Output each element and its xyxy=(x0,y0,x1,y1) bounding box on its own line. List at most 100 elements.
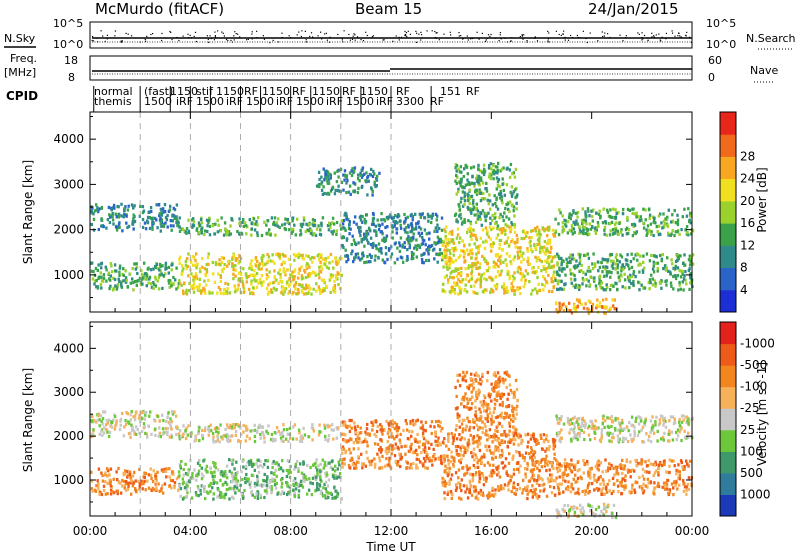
power-cell xyxy=(471,174,474,178)
power-cell xyxy=(284,287,288,291)
power-cell xyxy=(294,282,297,286)
nsky-point xyxy=(362,40,365,42)
power-cell xyxy=(294,281,298,285)
power-cell xyxy=(198,277,201,281)
velocity-cell xyxy=(102,488,106,493)
velocity-cell xyxy=(97,414,100,418)
velocity-cell xyxy=(97,482,100,486)
velocity-cell xyxy=(197,469,201,473)
power-cell xyxy=(604,267,607,271)
power-cell xyxy=(239,291,243,295)
nsky-point xyxy=(189,34,191,36)
nsky-point xyxy=(641,37,643,39)
power-cell xyxy=(547,261,550,265)
power-cell xyxy=(456,227,460,231)
power-cell xyxy=(329,176,332,180)
power-cell xyxy=(329,252,333,257)
velocity-cell xyxy=(379,450,383,454)
velocity-cell xyxy=(249,480,252,485)
power-cell xyxy=(569,260,572,264)
power-cell xyxy=(687,258,691,262)
nsky-point xyxy=(223,35,225,37)
power-cell xyxy=(345,260,348,264)
power-cell xyxy=(571,272,575,276)
power-cell xyxy=(584,253,587,257)
velocity-cell xyxy=(543,440,546,444)
velocity-cell xyxy=(173,481,177,485)
velocity-cell xyxy=(532,473,536,477)
power-cell xyxy=(569,277,573,281)
power-cell xyxy=(558,273,561,278)
power-cell xyxy=(603,305,607,309)
velocity-cell xyxy=(200,466,203,470)
power-colorbar-swatch xyxy=(720,267,736,291)
cpid-row1-6: 1150 xyxy=(262,85,290,98)
velocity-cell xyxy=(355,431,358,435)
power-cell xyxy=(575,265,578,269)
power-cell xyxy=(494,165,498,169)
power-cell xyxy=(473,181,476,186)
power-cell xyxy=(495,287,498,291)
power-cell xyxy=(512,258,515,262)
velocity-cell xyxy=(435,420,438,424)
power-cell xyxy=(288,277,291,281)
power-cell xyxy=(125,278,128,282)
power-cell xyxy=(284,273,287,277)
velocity-cell xyxy=(229,439,232,443)
power-cell xyxy=(120,214,123,218)
power-cell xyxy=(487,235,490,239)
nsearch-label: N.Search xyxy=(746,32,796,45)
power-cell xyxy=(353,182,356,186)
nsky-point xyxy=(511,37,513,39)
power-cell xyxy=(220,216,223,220)
velocity-cell xyxy=(190,496,194,500)
velocity-cell xyxy=(236,423,239,427)
velocity-cell xyxy=(323,494,327,498)
power-cell xyxy=(444,260,447,264)
power-cell xyxy=(357,225,360,229)
power-cell xyxy=(203,279,206,283)
power-cell xyxy=(109,262,113,266)
power-cell xyxy=(373,183,376,187)
power-cell xyxy=(366,174,370,179)
power-cell xyxy=(96,206,99,210)
nsky-point xyxy=(191,37,193,39)
power-cell xyxy=(322,287,325,291)
velocity-cell xyxy=(425,439,428,443)
velocity-cell xyxy=(494,466,498,470)
power-cell xyxy=(234,258,238,262)
power-cell xyxy=(520,260,523,264)
velocity-cell xyxy=(132,481,135,485)
velocity-cell xyxy=(124,472,127,476)
power-cell xyxy=(342,173,345,177)
power-cell xyxy=(674,264,677,268)
power-cell xyxy=(505,263,508,268)
power-cell xyxy=(280,279,284,284)
nsky-point xyxy=(415,30,417,32)
power-cell xyxy=(178,279,181,283)
power-cell xyxy=(341,244,344,248)
power-cell xyxy=(386,257,389,262)
velocity-cell xyxy=(143,417,146,421)
power-cell xyxy=(561,221,565,225)
power-cell xyxy=(405,237,409,241)
velocity-cell xyxy=(342,432,345,436)
power-cell xyxy=(484,187,487,191)
power-cell xyxy=(547,266,550,270)
velocity-cell xyxy=(467,445,470,449)
velocity-cell xyxy=(286,432,289,436)
velocity-cell xyxy=(327,437,330,442)
power-cell xyxy=(522,285,526,289)
power-cell xyxy=(504,223,507,227)
power-cell xyxy=(545,247,549,251)
power-cell xyxy=(458,285,461,289)
power-cell xyxy=(537,228,541,232)
velocity-cell xyxy=(335,476,339,480)
power-cell xyxy=(607,309,610,313)
nsky-point xyxy=(494,37,497,39)
velocity-cell xyxy=(300,483,303,487)
nsky-point xyxy=(222,32,224,34)
power-cell xyxy=(657,224,661,228)
power-cell xyxy=(580,302,583,306)
velocity-cell xyxy=(149,467,152,471)
